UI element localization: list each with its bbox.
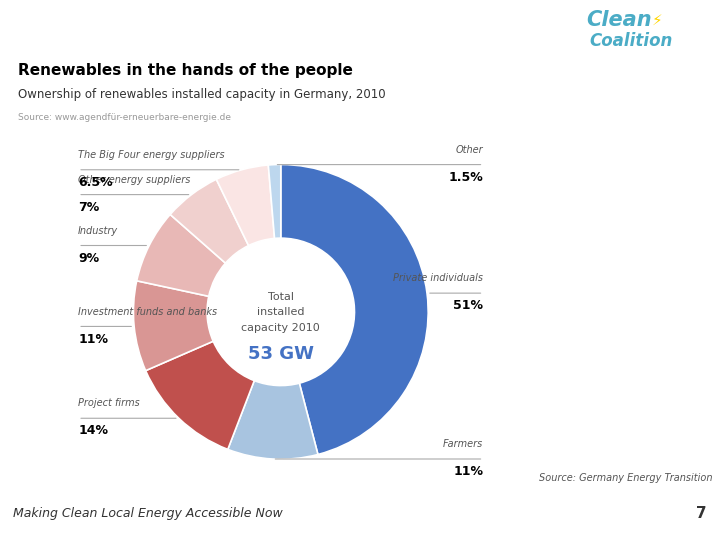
Text: Germany’s FIT enhances energy democracy: Germany’s FIT enhances energy democracy [9, 18, 556, 38]
Text: Renewables in the hands of the people: Renewables in the hands of the people [18, 63, 353, 78]
Wedge shape [281, 165, 428, 455]
Wedge shape [170, 179, 248, 263]
Text: Source: Germany Energy Transition: Source: Germany Energy Transition [539, 474, 713, 483]
Text: 1.5%: 1.5% [449, 171, 483, 184]
Text: 51%: 51% [454, 299, 483, 312]
Wedge shape [216, 165, 274, 246]
Text: 9%: 9% [78, 252, 99, 265]
Wedge shape [145, 341, 254, 449]
Text: Project firms: Project firms [78, 399, 140, 408]
Text: Farmers: Farmers [444, 439, 483, 449]
Text: 7%: 7% [78, 201, 99, 214]
Text: Source: www.agendfür-erneuerbare-energie.de: Source: www.agendfür-erneuerbare-energie… [18, 113, 231, 122]
Text: Ownership of renewables installed capacity in Germany, 2010: Ownership of renewables installed capaci… [18, 88, 386, 101]
Text: 11%: 11% [454, 465, 483, 478]
Wedge shape [133, 281, 213, 370]
Wedge shape [137, 214, 225, 296]
Text: 53 GW: 53 GW [248, 345, 314, 363]
Text: 7: 7 [696, 506, 707, 521]
Text: The Big Four energy suppliers: The Big Four energy suppliers [78, 150, 225, 160]
Text: 6.5%: 6.5% [78, 176, 113, 189]
Text: ⚡: ⚡ [652, 12, 662, 28]
Text: Other energy suppliers: Other energy suppliers [78, 175, 191, 185]
Text: Investment funds and banks: Investment funds and banks [78, 307, 217, 316]
Text: Making Clean Local Energy Accessible Now: Making Clean Local Energy Accessible Now [13, 507, 283, 520]
Text: Other: Other [456, 145, 483, 155]
Text: Coalition: Coalition [589, 32, 672, 50]
Wedge shape [228, 381, 318, 459]
Text: 11%: 11% [78, 333, 108, 346]
Text: capacity 2010: capacity 2010 [241, 323, 320, 333]
Wedge shape [269, 165, 281, 239]
Text: Clean: Clean [587, 10, 652, 30]
Text: Private individuals: Private individuals [393, 273, 483, 284]
Text: Industry: Industry [78, 226, 118, 235]
Text: Total: Total [268, 292, 294, 302]
Text: 14%: 14% [78, 424, 108, 437]
Text: installed: installed [257, 307, 305, 317]
